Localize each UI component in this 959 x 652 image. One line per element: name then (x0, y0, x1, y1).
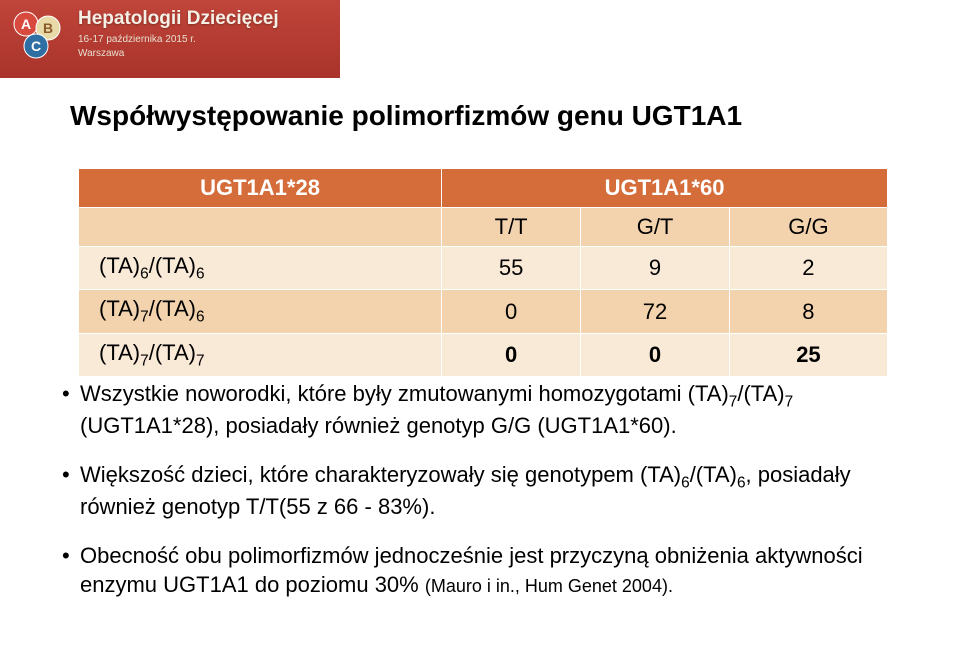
cell: 0 (581, 333, 730, 376)
bullet-item: Obecność obu polimorfizmów jednocześnie … (62, 542, 892, 599)
cell: 8 (729, 290, 887, 333)
row-label: (TA)6/(TA)6 (79, 247, 442, 290)
header-banner: A B C Hepatologii Dziecięcej 16-17 paźdz… (0, 0, 340, 78)
header-location: Warszawa (78, 48, 124, 59)
subcol-tt: T/T (442, 208, 581, 247)
header-title: Hepatologii Dziecięcej (78, 8, 279, 30)
cell: 9 (581, 247, 730, 290)
row-label: (TA)7/(TA)6 (79, 290, 442, 333)
col-empty (79, 208, 442, 247)
table-row: (TA)6/(TA)6 55 9 2 (79, 247, 888, 290)
logo-letter-c: C (31, 38, 41, 54)
bullet-item: Większość dzieci, które charakteryzowały… (62, 461, 892, 522)
bullet-item: Wszystkie noworodki, które były zmutowan… (62, 380, 892, 441)
polymorphism-table: UGT1A1*28 UGT1A1*60 T/T G/T G/G (TA)6/(T… (78, 168, 888, 377)
subcol-gg: G/G (729, 208, 887, 247)
logo-letter-a: A (21, 16, 31, 32)
cell: 2 (729, 247, 887, 290)
header-logo: A B C (8, 6, 68, 66)
slide-title: Współwystępowanie polimorfizmów genu UGT… (70, 100, 742, 132)
cell: 55 (442, 247, 581, 290)
col-group-right: UGT1A1*60 (442, 169, 888, 208)
col-group-left: UGT1A1*28 (79, 169, 442, 208)
cell: 72 (581, 290, 730, 333)
cell: 0 (442, 290, 581, 333)
subcol-gt: G/T (581, 208, 730, 247)
bullet-list: Wszystkie noworodki, które były zmutowan… (62, 380, 892, 619)
row-label: (TA)7/(TA)7 (79, 333, 442, 376)
logo-letter-b: B (43, 20, 53, 36)
cell: 25 (729, 333, 887, 376)
header-subtitle: 16-17 października 2015 r. (78, 34, 196, 45)
table-row: (TA)7/(TA)7 0 0 25 (79, 333, 888, 376)
table-row: (TA)7/(TA)6 0 72 8 (79, 290, 888, 333)
cell: 0 (442, 333, 581, 376)
